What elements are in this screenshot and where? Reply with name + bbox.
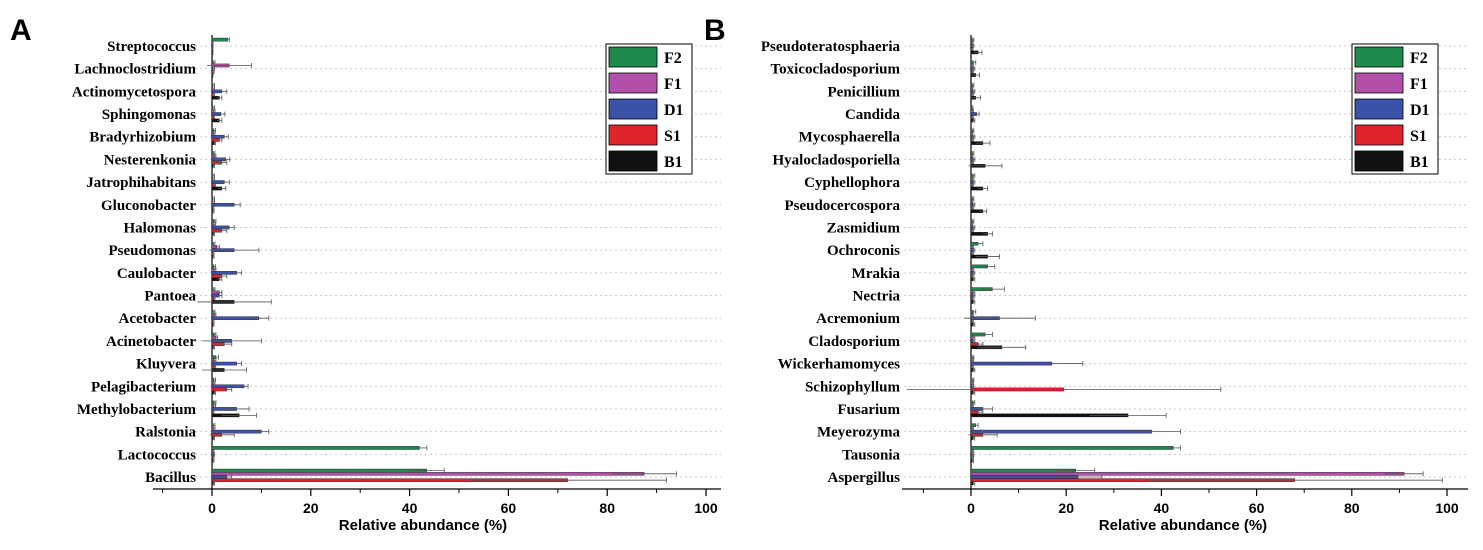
- category-label-mycosphaerella: Mycosphaerella: [799, 130, 901, 146]
- panel-b: B Pseudoteratosphaeria Toxicocladosporium P…: [704, 14, 1468, 534]
- bar-bacillus-f1: [211, 472, 645, 476]
- category-label-actinomycetospora: Actinomycetospora: [72, 84, 197, 100]
- legend-swatch-f1: [1354, 72, 1404, 94]
- category-label-ochroconis: Ochroconis: [827, 243, 900, 259]
- x-tick-label: 20: [303, 500, 319, 516]
- category-label-toxicocladosporium: Toxicocladosporium: [771, 62, 901, 78]
- category-label-caulobacter: Caulobacter: [117, 266, 196, 282]
- category-label-nesterenkonia: Nesterenkonia: [104, 152, 197, 168]
- category-label-pseudoteratosphaeria: Pseudoteratosphaeria: [761, 39, 901, 55]
- legend-label-f2: F2: [664, 50, 682, 67]
- category-label-aspergillus: Aspergillus: [827, 470, 900, 486]
- category-label-gluconobacter: Gluconobacter: [101, 198, 196, 214]
- category-label-bacillus: Bacillus: [145, 470, 196, 486]
- bar-bacillus-f2: [211, 468, 428, 473]
- category-label-lactococcus: Lactococcus: [118, 447, 196, 463]
- x-tick-label: 100: [1435, 500, 1459, 516]
- legend-swatch-f2: [608, 46, 658, 68]
- category-label-cyphellophora: Cyphellophora: [804, 175, 900, 191]
- x-tick-label: 60: [501, 500, 517, 516]
- legend-label-d1: D1: [664, 102, 684, 119]
- category-label-schizophyllum: Schizophyllum: [805, 379, 901, 395]
- legend-swatch-d1: [1354, 98, 1404, 120]
- legend-swatch-s1: [1354, 124, 1404, 146]
- legend-swatch-f1: [608, 72, 658, 94]
- panel-a: A Streptococcus Lachnoclostridium Actinomyc…: [10, 14, 721, 534]
- category-label-candida: Candida: [845, 107, 901, 123]
- bar-lactococcus-f2: [211, 446, 420, 450]
- category-label-pantoea: Pantoea: [144, 289, 196, 305]
- x-tick-label: 20: [1058, 500, 1074, 516]
- x-tick-label: 40: [1154, 500, 1170, 516]
- legend-label-s1: S1: [664, 128, 681, 145]
- category-label-sphingomonas: Sphingomonas: [102, 107, 196, 123]
- category-label-hyalocladosporiella: Hyalocladosporiella: [773, 152, 901, 168]
- legend-swatch-s1: [608, 124, 658, 146]
- category-label-zasmidium: Zasmidium: [827, 220, 901, 236]
- category-label-wickerhamomyces: Wickerhamomyces: [778, 357, 900, 373]
- legend-swatch-b1: [1354, 150, 1404, 172]
- legend: F2 F1 D1 S1 B1: [1351, 43, 1439, 175]
- legend-label-d1: D1: [1410, 102, 1430, 119]
- panel-label: A: [10, 14, 32, 47]
- category-label-lachnoclostridium: Lachnoclostridium: [74, 62, 196, 78]
- category-label-meyerozyma: Meyerozyma: [817, 425, 901, 441]
- legend-label-f2: F2: [1410, 50, 1428, 67]
- category-label-pelagibacterium: Pelagibacterium: [91, 379, 196, 395]
- category-label-mrakia: Mrakia: [852, 266, 901, 282]
- category-label-halomonas: Halomonas: [123, 220, 196, 236]
- x-tick-label: 40: [402, 500, 418, 516]
- x-tick-label: 60: [1249, 500, 1265, 516]
- category-label-ralstonia: Ralstonia: [135, 425, 196, 441]
- legend-swatch-d1: [608, 98, 658, 120]
- bar-pelagibacterium-d1: [211, 384, 245, 389]
- legend-label-b1: B1: [664, 154, 683, 171]
- category-label-acetobacter: Acetobacter: [119, 311, 197, 327]
- bar-streptococcus-f2: [211, 37, 229, 42]
- category-label-penicillium: Penicillium: [828, 84, 901, 100]
- legend-label-b1: B1: [1410, 154, 1429, 171]
- legend-swatch-b1: [608, 150, 658, 172]
- legend-label-s1: S1: [1410, 128, 1427, 145]
- legend-label-f1: F1: [664, 76, 682, 93]
- category-label-streptococcus: Streptococcus: [107, 39, 196, 55]
- legend: F2 F1 D1 S1 B1: [605, 43, 693, 175]
- bar-ralstonia-d1: [211, 429, 262, 434]
- category-label-fusarium: Fusarium: [837, 402, 900, 418]
- category-label-nectria: Nectria: [853, 289, 901, 305]
- category-label-cladosporium: Cladosporium: [808, 334, 900, 350]
- category-label-pseudomonas: Pseudomonas: [108, 243, 196, 259]
- category-label-kluyvera: Kluyvera: [136, 357, 196, 373]
- x-tick-label: 0: [208, 500, 216, 516]
- x-tick-label: 100: [694, 500, 718, 516]
- category-label-bradyrhizobium: Bradyrhizobium: [89, 130, 196, 146]
- category-label-pseudocercospora: Pseudocercospora: [784, 198, 900, 214]
- x-tick-label: 0: [967, 500, 975, 516]
- category-label-jatrophihabitans: Jatrophihabitans: [86, 175, 196, 191]
- legend-label-f1: F1: [1410, 76, 1428, 93]
- panel-label: B: [704, 14, 726, 47]
- x-tick-label: 80: [599, 500, 615, 516]
- bar-tausonia-f2: [970, 446, 1174, 450]
- category-label-acinetobacter: Acinetobacter: [106, 334, 196, 350]
- x-axis-label: Relative abundance (%): [1099, 517, 1267, 534]
- category-label-acremonium: Acremonium: [816, 311, 900, 327]
- category-label-tausonia: Tausonia: [842, 447, 900, 463]
- category-label-methylobacterium: Methylobacterium: [77, 402, 197, 418]
- x-tick-label: 80: [1344, 500, 1360, 516]
- bar-aspergillus-f1: [970, 472, 1405, 476]
- legend-swatch-f2: [1354, 46, 1404, 68]
- x-axis-label: Relative abundance (%): [339, 517, 507, 534]
